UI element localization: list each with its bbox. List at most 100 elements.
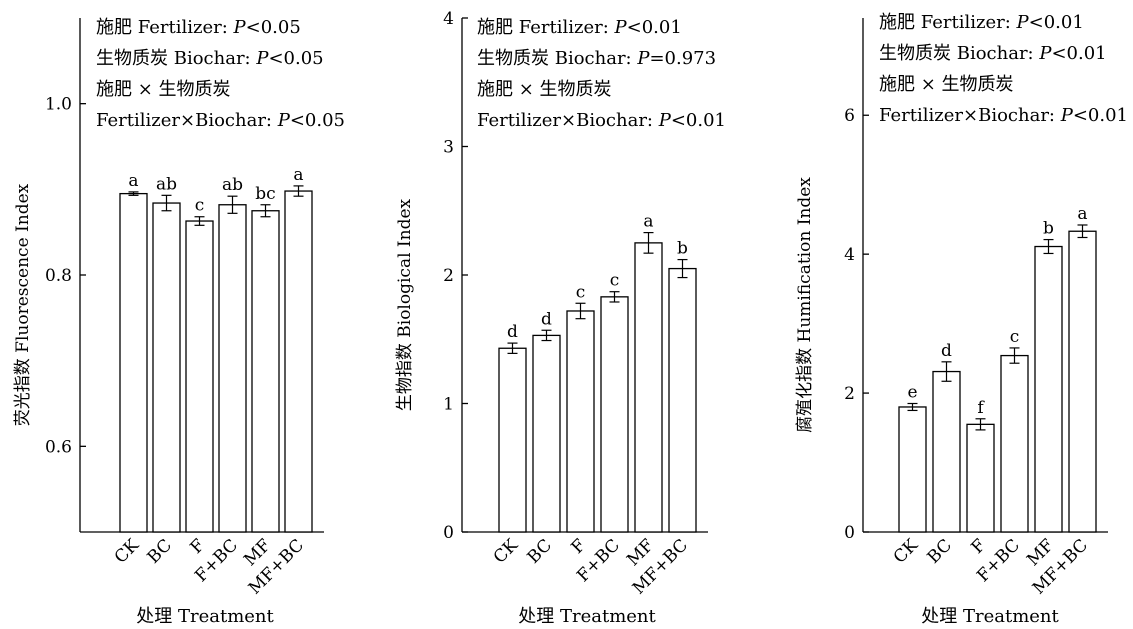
y-tick-label: 0.6: [45, 437, 72, 457]
y-axis-title: 生物指数 Biological Index: [395, 198, 415, 411]
significance-letter: c: [195, 196, 205, 216]
significance-letter: a: [128, 171, 138, 191]
significance-letter: c: [576, 282, 586, 302]
stats-annotation-line: 施肥 Fertilizer: P<0.01: [477, 17, 682, 38]
stats-annotation-segment: P: [277, 110, 291, 131]
bar-mf: [634, 242, 663, 533]
stats-annotation-segment: 施肥 Fertilizer:: [477, 17, 615, 38]
stats-annotation-segment: 生物质炭 Biochar:: [96, 48, 256, 69]
bar-mf-plus-bc: [668, 267, 697, 533]
significance-letter: d: [941, 341, 952, 361]
stats-annotation-line: 施肥 × 生物质炭: [879, 74, 1014, 95]
y-tick-label: 0: [844, 523, 855, 543]
y-tick-label: 2: [844, 384, 855, 404]
y-axis-title: 荧光指数 Fluorescence Index: [13, 183, 33, 426]
significance-letter: a: [1077, 204, 1087, 224]
y-tick-label: 3: [443, 138, 454, 158]
bar-ck: [898, 406, 927, 533]
stats-annotation-segment: Fertilizer×Biochar:: [477, 110, 659, 131]
significance-letter: c: [610, 271, 620, 291]
stats-annotation-segment: <0.05: [268, 48, 323, 69]
y-axis-title: 腐殖化指数 Humification Index: [795, 177, 815, 433]
x-tick-label: F: [568, 535, 591, 558]
bar-f-plus-bc: [218, 204, 247, 533]
bar-f-plus-bc: [1000, 354, 1029, 533]
significance-letter: a: [293, 165, 303, 185]
stats-annotation-segment: 施肥 Fertilizer:: [879, 12, 1017, 33]
significance-letter: ab: [222, 175, 243, 195]
significance-letter: f: [977, 398, 985, 418]
y-tick-label: 0.8: [45, 266, 72, 286]
y-tick-label: 6: [844, 106, 855, 126]
stats-annotation-segment: <0.01: [627, 17, 682, 38]
stats-annotation-segment: 生物质炭 Biochar:: [477, 48, 637, 69]
significance-letter: bc: [255, 184, 275, 204]
y-tick-label: 4: [443, 9, 454, 29]
bar-ck: [498, 347, 527, 533]
x-tick-label: BC: [524, 535, 556, 567]
bar-bc: [532, 334, 561, 533]
significance-letter: e: [907, 383, 917, 403]
stats-annotation-line: Fertilizer×Biochar: P<0.05: [96, 110, 345, 131]
significance-letter: ab: [156, 174, 177, 194]
stats-annotation-segment: P: [1016, 12, 1030, 33]
bar-f: [566, 310, 595, 533]
bar-mf-plus-bc: [1068, 230, 1097, 533]
stats-annotation-segment: <0.01: [1073, 105, 1128, 126]
bar-ck: [119, 192, 148, 533]
stats-annotation-line: Fertilizer×Biochar: P<0.01: [879, 105, 1128, 126]
bar-bc: [932, 370, 961, 533]
significance-letter: d: [507, 322, 518, 342]
stats-annotation-segment: Fertilizer×Biochar:: [96, 110, 278, 131]
x-tick-label: CK: [111, 535, 144, 568]
x-tick-label: F: [187, 535, 210, 558]
significance-letter: b: [677, 239, 688, 259]
x-tick-label: CK: [890, 535, 923, 568]
y-tick-label: 4: [844, 245, 855, 265]
stats-annotation-segment: P: [658, 110, 672, 131]
stats-annotation-line: Fertilizer×Biochar: P<0.01: [477, 110, 726, 131]
stats-annotation-segment: P: [1038, 43, 1052, 64]
bar-f: [185, 220, 214, 533]
significance-letter: a: [643, 212, 653, 232]
stats-annotation-line: 施肥 Fertilizer: P<0.05: [96, 17, 301, 38]
stats-annotation-segment: Fertilizer×Biochar:: [879, 105, 1061, 126]
x-axis-title: 处理 Treatment: [518, 606, 656, 627]
stats-annotation-segment: P: [636, 48, 650, 69]
bar-f-plus-bc: [600, 296, 629, 533]
y-tick-label: 0: [443, 523, 454, 543]
stats-annotation-line: 生物质炭 Biochar: P<0.01: [879, 43, 1107, 64]
x-tick-label: CK: [490, 535, 523, 568]
significance-letter: c: [1010, 327, 1020, 347]
y-tick-label: 2: [443, 266, 454, 286]
stats-annotation-segment: <0.05: [290, 110, 345, 131]
stats-annotation-segment: 施肥 × 生物质炭: [879, 74, 1014, 95]
bar-f: [966, 423, 995, 533]
stats-annotation-line: 施肥 × 生物质炭: [96, 79, 231, 100]
stats-annotation-segment: =0.973: [649, 48, 716, 69]
stats-annotation-segment: <0.05: [246, 17, 301, 38]
stats-annotation-segment: <0.01: [1051, 43, 1106, 64]
y-tick-label: 1.0: [45, 95, 72, 115]
x-tick-label: BC: [144, 535, 176, 567]
bar-mf: [251, 210, 280, 533]
stats-annotation-line: 施肥 Fertilizer: P<0.01: [879, 12, 1084, 33]
stats-annotation-line: 生物质炭 Biochar: P=0.973: [477, 48, 716, 69]
stats-annotation-segment: P: [614, 17, 628, 38]
stats-annotation-segment: 施肥 × 生物质炭: [477, 79, 612, 100]
stats-annotation-segment: <0.01: [1029, 12, 1084, 33]
x-tick-label: BC: [924, 535, 956, 567]
significance-letter: d: [541, 309, 552, 329]
stats-annotation-segment: 施肥 Fertilizer:: [96, 17, 234, 38]
stats-annotation-segment: P: [255, 48, 269, 69]
x-tick-label: F: [968, 535, 991, 558]
y-tick-label: 1: [443, 395, 454, 415]
stats-annotation-segment: 施肥 × 生物质炭: [96, 79, 231, 100]
stats-annotation-segment: P: [1060, 105, 1074, 126]
bar-mf: [1034, 245, 1063, 533]
stats-annotation-segment: <0.01: [671, 110, 726, 131]
